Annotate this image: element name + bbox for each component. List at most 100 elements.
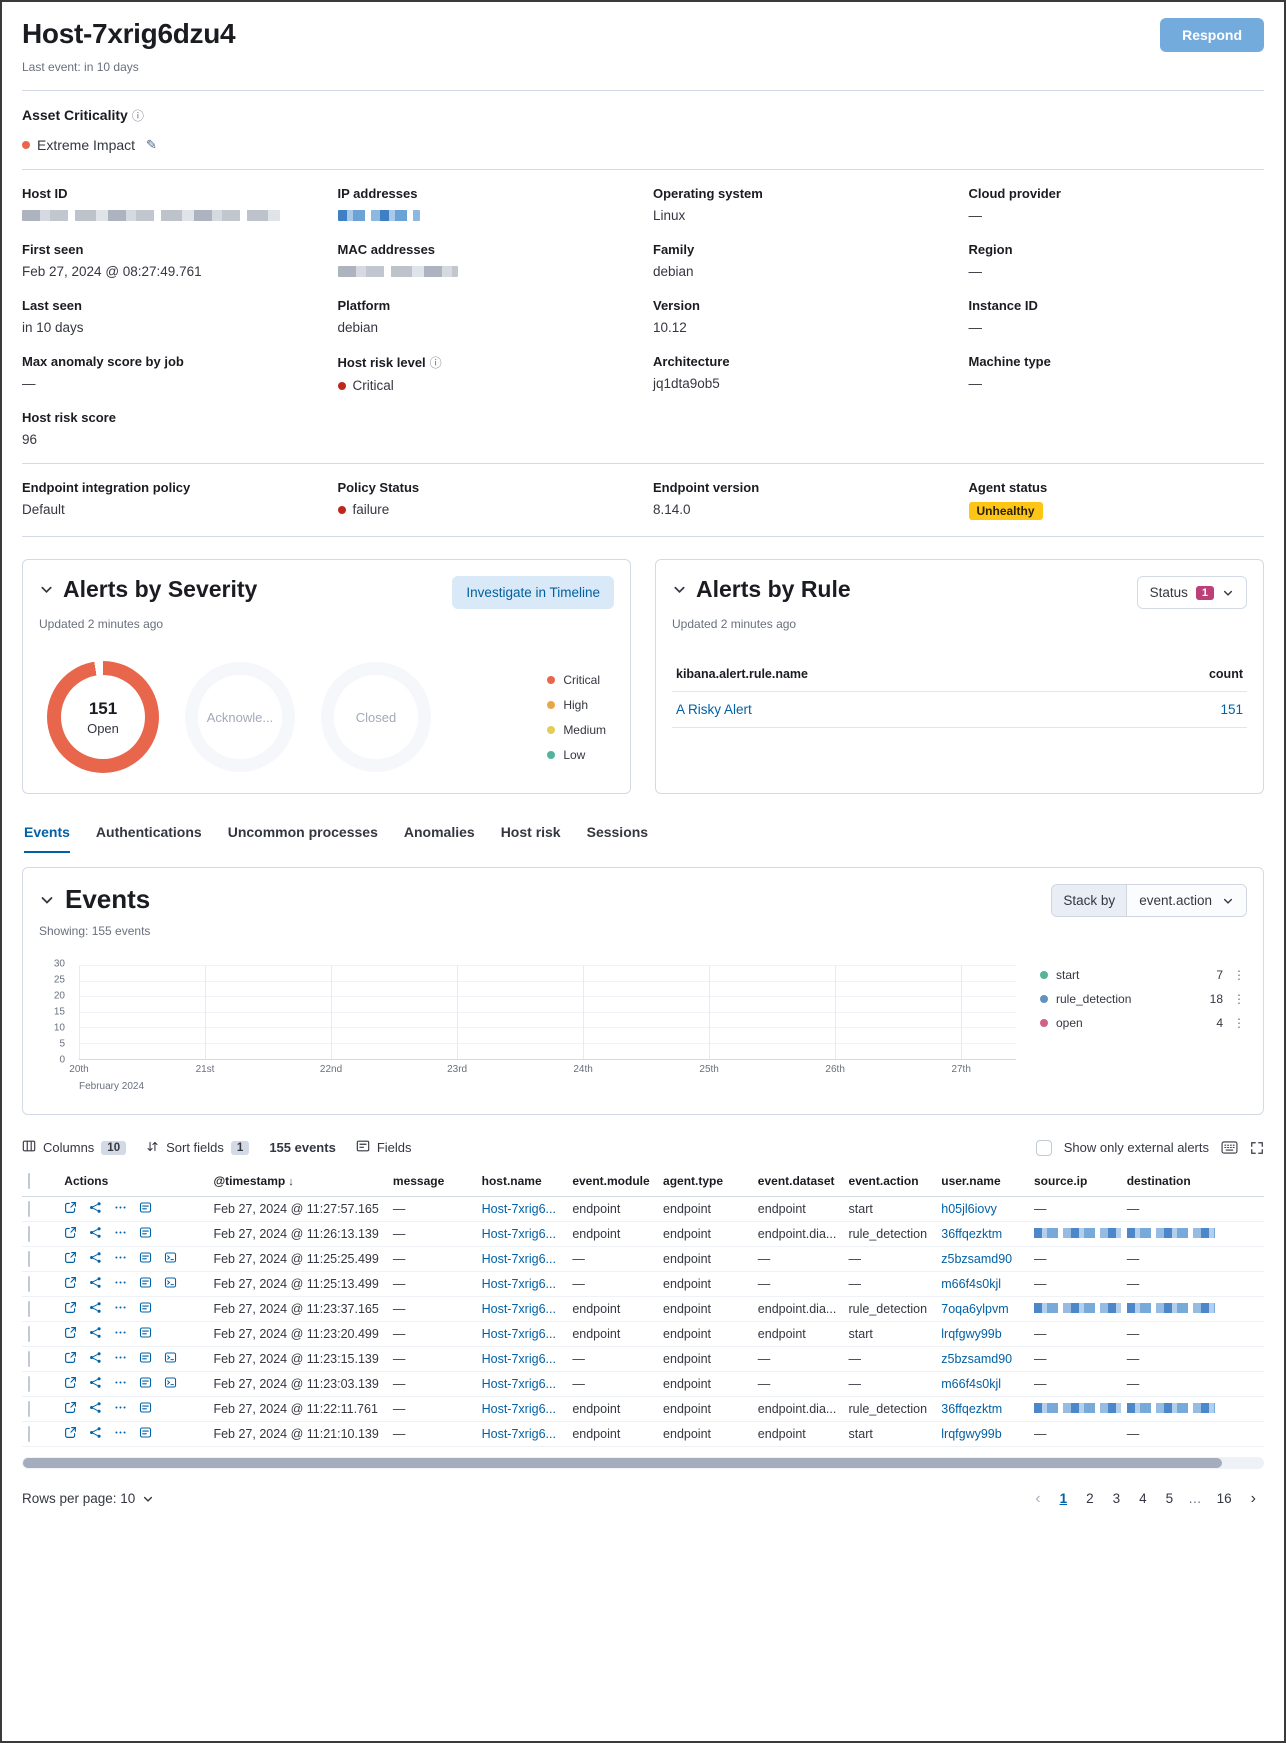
row-checkbox[interactable] xyxy=(28,1426,30,1442)
legend-menu-icon[interactable]: ⋮ xyxy=(1233,968,1245,982)
analyze-event-icon[interactable] xyxy=(89,1426,102,1439)
columns-button[interactable]: Columns 10 xyxy=(22,1139,127,1156)
page-2[interactable]: 2 xyxy=(1086,1491,1094,1506)
expand-event-icon[interactable] xyxy=(64,1426,77,1439)
add-to-timeline-icon[interactable] xyxy=(139,1201,152,1214)
row-checkbox[interactable] xyxy=(28,1301,30,1317)
add-to-timeline-icon[interactable] xyxy=(139,1376,152,1389)
analyze-event-icon[interactable] xyxy=(89,1251,102,1264)
column-header-dest[interactable]: destination xyxy=(1120,1166,1264,1197)
sort-fields-button[interactable]: Sort fields 1 xyxy=(146,1140,250,1156)
user-link[interactable]: 36ffqezktm xyxy=(941,1227,1003,1241)
analyze-event-icon[interactable] xyxy=(89,1201,102,1214)
chevron-down-icon[interactable] xyxy=(39,582,54,597)
fullscreen-icon[interactable] xyxy=(1250,1141,1264,1155)
scrollbar-thumb[interactable] xyxy=(23,1458,1222,1468)
tab-uncommon-processes[interactable]: Uncommon processes xyxy=(227,824,378,840)
add-to-timeline-icon[interactable] xyxy=(139,1426,152,1439)
tab-anomalies[interactable]: Anomalies xyxy=(403,824,475,840)
investigate-in-timeline-button[interactable]: Investigate in Timeline xyxy=(452,576,614,609)
expand-event-icon[interactable] xyxy=(64,1351,77,1364)
page-3[interactable]: 3 xyxy=(1112,1491,1121,1506)
tab-sessions[interactable]: Sessions xyxy=(586,824,649,840)
row-checkbox[interactable] xyxy=(28,1226,30,1242)
column-header-timestamp[interactable]: @timestamp ↓ xyxy=(207,1166,387,1197)
user-link[interactable]: z5bzsamd90 xyxy=(941,1252,1013,1266)
legend-series-label[interactable]: open xyxy=(1056,1016,1083,1030)
expand-event-icon[interactable] xyxy=(64,1201,77,1214)
previous-page-arrow[interactable]: ‹ xyxy=(1035,1489,1041,1507)
rows-per-page-button[interactable]: Rows per page: 10 xyxy=(22,1491,154,1506)
host-link[interactable]: Host-7xrig6... xyxy=(481,1202,556,1216)
row-checkbox[interactable] xyxy=(28,1276,30,1292)
next-page-arrow[interactable]: › xyxy=(1250,1489,1256,1507)
row-checkbox[interactable] xyxy=(28,1376,30,1392)
analyze-event-icon[interactable] xyxy=(89,1351,102,1364)
column-header-dataset[interactable]: event.dataset xyxy=(751,1166,843,1197)
row-checkbox[interactable] xyxy=(28,1401,30,1417)
legend-series-label[interactable]: rule_detection xyxy=(1056,992,1132,1006)
page-4[interactable]: 4 xyxy=(1139,1491,1147,1506)
host-link[interactable]: Host-7xrig6... xyxy=(481,1377,556,1391)
analyze-event-icon[interactable] xyxy=(89,1276,102,1289)
row-checkbox[interactable] xyxy=(28,1201,30,1217)
add-to-timeline-icon[interactable] xyxy=(139,1251,152,1264)
expand-event-icon[interactable] xyxy=(64,1326,77,1339)
add-to-timeline-icon[interactable] xyxy=(139,1276,152,1289)
analyze-event-icon[interactable] xyxy=(89,1401,102,1414)
session-view-icon[interactable] xyxy=(164,1351,177,1364)
expand-event-icon[interactable] xyxy=(64,1301,77,1314)
row-checkbox[interactable] xyxy=(28,1326,30,1342)
more-actions-icon[interactable] xyxy=(114,1226,127,1239)
user-link[interactable]: lrqfgwy99b xyxy=(941,1327,1002,1341)
edit-pencil-icon[interactable]: ✎ xyxy=(146,137,157,152)
host-link[interactable]: Host-7xrig6... xyxy=(481,1277,556,1291)
info-icon[interactable]: ⓘ xyxy=(131,109,144,123)
user-link[interactable]: 7oqa6ylpvm xyxy=(941,1302,1009,1316)
stack-by-select[interactable]: event.action xyxy=(1127,885,1246,916)
keyboard-shortcuts-icon[interactable] xyxy=(1221,1141,1238,1154)
row-checkbox[interactable] xyxy=(28,1251,30,1267)
analyze-event-icon[interactable] xyxy=(89,1376,102,1389)
add-to-timeline-icon[interactable] xyxy=(139,1226,152,1239)
page-5[interactable]: 5 xyxy=(1165,1491,1174,1506)
host-link[interactable]: Host-7xrig6... xyxy=(481,1427,556,1441)
host-link[interactable]: Host-7xrig6... xyxy=(481,1402,556,1416)
user-link[interactable]: m66f4s0kjl xyxy=(941,1277,1001,1291)
expand-event-icon[interactable] xyxy=(64,1251,77,1264)
legend-menu-icon[interactable]: ⋮ xyxy=(1233,992,1245,1006)
add-to-timeline-icon[interactable] xyxy=(139,1401,152,1414)
user-link[interactable]: z5bzsamd90 xyxy=(941,1352,1013,1366)
expand-event-icon[interactable] xyxy=(64,1276,77,1289)
chevron-down-icon[interactable] xyxy=(672,582,687,597)
legend-menu-icon[interactable]: ⋮ xyxy=(1233,1016,1245,1030)
session-view-icon[interactable] xyxy=(164,1276,177,1289)
column-header-message[interactable]: message xyxy=(386,1166,476,1197)
column-header-agent[interactable]: agent.type xyxy=(657,1166,752,1197)
more-actions-icon[interactable] xyxy=(114,1426,127,1439)
rule-name-link[interactable]: A Risky Alert xyxy=(676,702,752,717)
user-link[interactable]: lrqfgwy99b xyxy=(941,1427,1002,1441)
add-to-timeline-icon[interactable] xyxy=(139,1301,152,1314)
page-16[interactable]: 16 xyxy=(1216,1491,1232,1506)
user-link[interactable]: 36ffqezktm xyxy=(941,1402,1003,1416)
column-header-source[interactable]: source.ip xyxy=(1027,1166,1121,1197)
analyze-event-icon[interactable] xyxy=(89,1301,102,1314)
user-link[interactable]: h05jl6iovy xyxy=(941,1202,997,1216)
session-view-icon[interactable] xyxy=(164,1251,177,1264)
host-link[interactable]: Host-7xrig6... xyxy=(481,1352,556,1366)
page-1[interactable]: 1 xyxy=(1059,1491,1068,1506)
more-actions-icon[interactable] xyxy=(114,1301,127,1314)
more-actions-icon[interactable] xyxy=(114,1351,127,1364)
add-to-timeline-icon[interactable] xyxy=(139,1351,152,1364)
column-header-action[interactable]: event.action xyxy=(842,1166,936,1197)
host-link[interactable]: Host-7xrig6... xyxy=(481,1227,556,1241)
tab-events[interactable]: Events xyxy=(24,824,70,853)
column-header-module[interactable]: event.module xyxy=(566,1166,658,1197)
status-filter-button[interactable]: Status 1 xyxy=(1136,576,1247,609)
tab-authentications[interactable]: Authentications xyxy=(95,824,202,840)
expand-event-icon[interactable] xyxy=(64,1401,77,1414)
open-alerts-donut[interactable]: 151 Open xyxy=(47,661,159,773)
analyze-event-icon[interactable] xyxy=(89,1226,102,1239)
legend-series-label[interactable]: start xyxy=(1056,968,1080,982)
